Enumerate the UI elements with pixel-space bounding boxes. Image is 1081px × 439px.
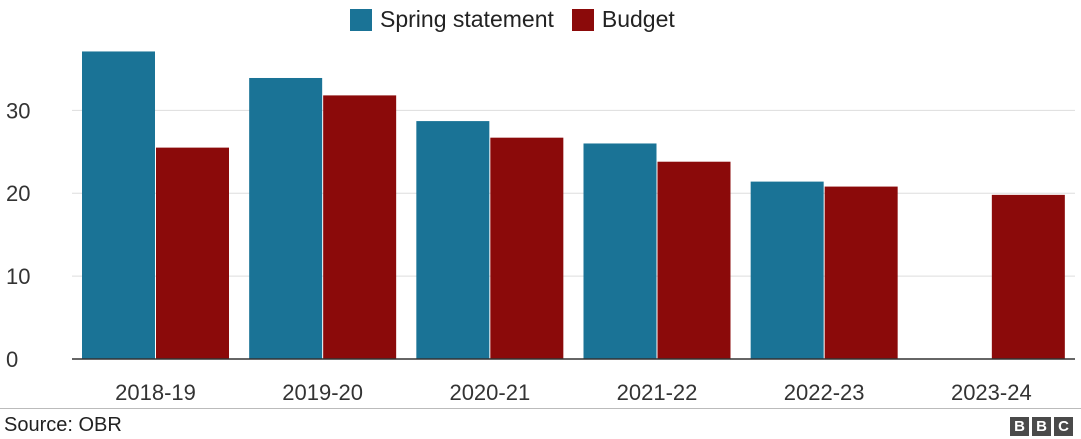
x-tick-label: 2018-19	[115, 380, 196, 405]
bar-spring-statement	[416, 121, 490, 359]
bar-spring-statement	[750, 181, 824, 359]
bar-budget	[824, 186, 898, 359]
bar-budget	[156, 147, 229, 359]
x-tick-label: 2020-21	[449, 380, 530, 405]
y-tick-label: 20	[6, 181, 30, 206]
footer-divider	[0, 408, 1081, 409]
bar-budget	[991, 194, 1065, 359]
bbc-logo-block: C	[1054, 417, 1073, 436]
x-tick-label: 2021-22	[617, 380, 698, 405]
x-tick-label: 2023-24	[951, 380, 1032, 405]
bar-budget	[323, 95, 397, 359]
source-note: Source: OBR	[4, 414, 122, 436]
chart-legend: Spring statement Budget	[350, 6, 693, 33]
bar-budget	[657, 161, 731, 359]
legend-swatch-spring-statement	[350, 8, 372, 31]
bbc-logo-block: B	[1010, 417, 1029, 436]
bar-chart: 0 10 20 30 2018-19 2019-20 2020-21 2021-22 2022-…	[6, 51, 1075, 405]
legend-item-budget: Budget	[571, 6, 675, 33]
bar-spring-statement	[249, 77, 323, 359]
legend-swatch-budget	[571, 8, 594, 31]
bar-budget	[490, 137, 564, 359]
y-tick-label: 10	[6, 264, 30, 289]
bar-spring-statement	[82, 51, 155, 360]
bbc-logo: B B C	[1007, 417, 1073, 436]
legend-label-budget: Budget	[601, 6, 675, 32]
legend-item-spring-statement: Spring statement	[350, 6, 554, 33]
x-tick-label: 2022-23	[784, 380, 865, 405]
bar-spring-statement	[583, 143, 657, 359]
x-tick-label: 2019-20	[282, 380, 363, 405]
y-tick-label: 30	[6, 98, 30, 123]
bbc-logo-block: B	[1032, 417, 1051, 436]
y-tick-label: 0	[6, 347, 18, 372]
legend-label-spring-statement: Spring statement	[380, 6, 554, 32]
